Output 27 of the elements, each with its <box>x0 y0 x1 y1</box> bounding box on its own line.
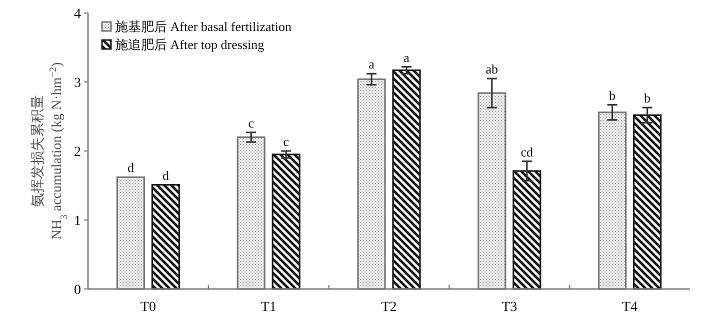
data-label: d <box>127 160 134 176</box>
bar <box>512 170 542 290</box>
data-label: d <box>162 168 170 183</box>
bar <box>633 114 662 290</box>
y-tick-label: 3 <box>74 76 81 91</box>
data-label: c <box>248 115 254 130</box>
y-tick-label: 2 <box>74 145 81 160</box>
x-tick-label: T3 <box>502 300 518 315</box>
legend-label: 施追肥后 After top dressing <box>115 37 265 52</box>
data-label: b <box>644 90 651 106</box>
x-tick-label: T0 <box>140 300 156 315</box>
data-label: b <box>609 88 616 103</box>
x-tick-label: T4 <box>622 300 638 315</box>
data-label: ab <box>486 62 498 77</box>
y-tick-label: 1 <box>74 214 81 229</box>
y-tick-label: 4 <box>74 7 81 22</box>
legend-label: 施基肥后 After basal fertilization <box>115 19 292 34</box>
data-label: c <box>283 134 290 149</box>
bar <box>392 69 421 290</box>
x-tick-label: T2 <box>381 300 397 315</box>
bar <box>272 154 300 290</box>
bar <box>151 184 180 290</box>
data-label: a <box>368 56 375 72</box>
data-label: cd <box>520 144 534 160</box>
y-tick-label: 0 <box>74 283 81 298</box>
data-label: a <box>404 50 410 65</box>
x-tick-label: T1 <box>260 300 276 315</box>
